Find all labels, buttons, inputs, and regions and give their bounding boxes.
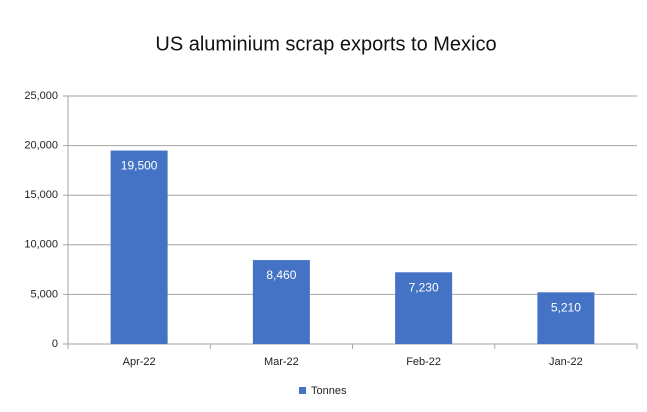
y-tick-label: 20,000 [24, 140, 58, 152]
y-tick-label: 0 [52, 338, 58, 350]
value-label: 7,230 [409, 280, 439, 294]
chart-title: US aluminium scrap exports to Mexico [155, 33, 496, 55]
y-tick-label: 15,000 [24, 189, 58, 201]
x-tick-label: Apr-22 [123, 356, 156, 368]
y-tick-label: 10,000 [24, 239, 58, 251]
x-tick-label: Mar-22 [264, 356, 299, 368]
x-tick-label: Jan-22 [549, 356, 583, 368]
bar [537, 292, 595, 344]
y-tick-label: 5,000 [30, 288, 58, 300]
bar [252, 260, 310, 344]
bar [395, 272, 453, 344]
legend-label: Tonnes [311, 385, 347, 397]
value-label: 5,210 [551, 300, 581, 314]
value-label: 8,460 [266, 268, 296, 282]
y-tick-label: 25,000 [24, 90, 58, 102]
value-label: 19,500 [121, 159, 158, 173]
x-tick-label: Feb-22 [406, 356, 441, 368]
legend-swatch [299, 387, 306, 394]
bar [110, 150, 168, 344]
